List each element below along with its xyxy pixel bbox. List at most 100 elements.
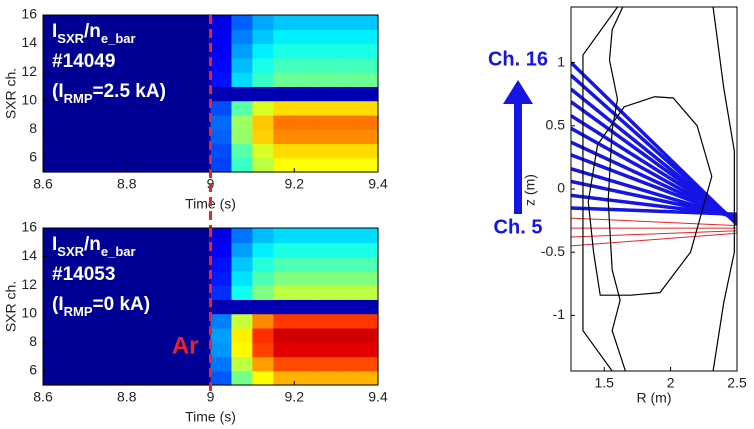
heatmap-cell <box>43 100 65 116</box>
heatmap-cell <box>147 29 170 45</box>
heatmap-cell <box>231 15 253 30</box>
heatmap-cell <box>294 285 316 300</box>
heatmap-cell <box>294 256 316 272</box>
heatmap-cell <box>126 143 149 159</box>
heatmap-cell <box>189 370 212 386</box>
heatmap-cell <box>168 57 191 73</box>
heatmap-cell <box>273 270 295 286</box>
y-tick-label: -0.5 <box>541 243 565 259</box>
x-tick-label: 9.2 <box>285 389 305 405</box>
heatmap-cell <box>231 72 253 87</box>
y-tick-label: 16 <box>21 6 37 22</box>
heatmap-cell <box>210 143 233 159</box>
subscript: RMP <box>64 91 93 106</box>
heatmap-cell <box>189 342 212 358</box>
heatmap-cell <box>357 327 379 343</box>
heatmap-cell <box>231 43 253 59</box>
heatmap-cell <box>231 270 253 286</box>
annotation: (IRMP=0 kA) <box>52 294 150 319</box>
heatmap-cell <box>147 228 170 243</box>
heatmap-cell <box>252 57 274 73</box>
heatmap-cell <box>336 313 358 329</box>
heatmap-cell <box>252 129 274 145</box>
heatmap-cell <box>357 242 379 258</box>
heatmap-cell <box>43 129 65 145</box>
heatmap-cell <box>252 242 274 258</box>
heatmap-cell <box>252 114 274 130</box>
line-series <box>571 153 737 220</box>
heatmap-cell <box>357 157 379 173</box>
heatmap-cell <box>43 342 65 358</box>
heatmap-cell <box>189 57 212 73</box>
heatmap-cell <box>273 342 295 358</box>
annotation-text: /n <box>84 21 101 42</box>
heatmap-cell <box>105 228 128 243</box>
heatmap-cell <box>315 72 337 87</box>
heatmap-cell <box>357 100 379 116</box>
heatmap-cell <box>84 43 107 59</box>
heatmap-cell <box>315 43 337 59</box>
heatmap-cell <box>210 242 233 258</box>
annotation-text: /n <box>84 234 101 255</box>
heatmap-cell <box>294 327 316 343</box>
heatmap-cell <box>231 157 253 173</box>
heatmap-cell <box>84 157 107 173</box>
heatmap-cell <box>189 143 212 159</box>
heatmap-cell <box>294 299 316 315</box>
heatmap-cell <box>126 100 149 116</box>
y-tick-label: 6 <box>29 148 37 164</box>
x-tick-label: 9.2 <box>285 176 305 192</box>
heatmap-cell <box>315 157 337 173</box>
heatmap-cell <box>63 100 86 116</box>
heatmap-cell <box>210 313 233 329</box>
heatmap-cell <box>105 356 128 372</box>
heatmap-cell <box>105 270 128 286</box>
heatmap-cell <box>357 228 379 243</box>
heatmap-cell <box>357 356 379 372</box>
plot-background <box>571 7 737 371</box>
heatmap-cell <box>147 157 170 173</box>
heatmap-cell <box>126 72 149 87</box>
heatmap-cell <box>147 356 170 372</box>
heatmap-cell <box>294 29 316 45</box>
heatmap-cell <box>273 72 295 87</box>
heatmap-cell <box>252 43 274 59</box>
heatmap-cell <box>63 114 86 130</box>
heatmap-cell <box>189 299 212 315</box>
heatmap-cell <box>84 256 107 272</box>
heatmap-cell <box>147 285 170 300</box>
heatmap-cell <box>147 72 170 87</box>
heatmap-cell <box>63 157 86 173</box>
line-series <box>587 96 713 296</box>
heatmap-cell <box>273 29 295 45</box>
channel-arrowhead <box>503 80 533 104</box>
heatmap-cell <box>252 327 274 343</box>
heatmap-cell <box>315 285 337 300</box>
heatmap-cell <box>105 57 128 73</box>
heatmap-cell <box>84 29 107 45</box>
annotation: ISXR/ne_bar <box>52 21 136 46</box>
heatmap-cell <box>63 270 86 286</box>
heatmap-cell <box>126 313 149 329</box>
heatmap-cell <box>315 29 337 45</box>
heatmap-cell <box>294 43 316 59</box>
line-series <box>571 230 737 238</box>
heatmap-cell <box>294 356 316 372</box>
heatmap-cell <box>43 15 65 30</box>
heatmap-cell <box>357 15 379 30</box>
x-tick-label: 2 <box>667 375 675 391</box>
heatmap-cell <box>84 228 107 243</box>
heatmap-cell <box>336 100 358 116</box>
heatmap-cell <box>315 57 337 73</box>
heatmap-cell <box>126 242 149 258</box>
heatmap-cell <box>189 313 212 329</box>
heatmap-cell <box>147 270 170 286</box>
heatmap-cell <box>294 100 316 116</box>
heatmap-cell <box>147 370 170 386</box>
heatmap-cell <box>43 114 65 130</box>
heatmap-cell <box>252 100 274 116</box>
heatmap-cell <box>43 270 65 286</box>
heatmap-cell <box>357 72 379 87</box>
heatmap-cell <box>294 143 316 159</box>
heatmap-cell <box>273 228 295 243</box>
